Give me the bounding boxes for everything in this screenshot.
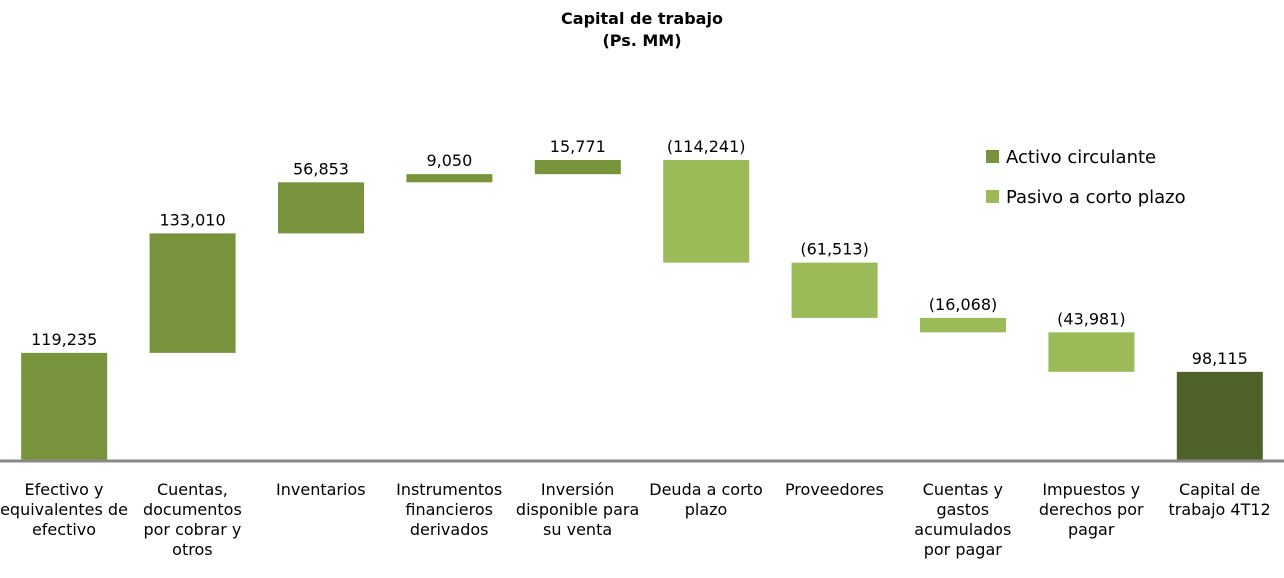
value-label: 56,853 (293, 159, 349, 178)
bar (663, 160, 750, 263)
bar (149, 233, 236, 353)
bar (1048, 332, 1135, 372)
value-label: (114,241) (667, 137, 746, 156)
legend-swatch (986, 190, 999, 203)
value-label: (43,981) (1057, 309, 1125, 328)
x-tick-label: Inversión disponible para su venta (515, 480, 640, 539)
value-label: (16,068) (929, 295, 997, 314)
chart-subtitle: (Ps. MM) (602, 31, 681, 50)
value-label: 9,050 (426, 151, 472, 170)
x-tick-label: Inventarios (276, 480, 366, 499)
value-label: (61,513) (800, 240, 868, 259)
bar (278, 182, 364, 234)
x-tick-label: Capital de trabajo 4T12 (1168, 480, 1271, 519)
x-tick-label: Proveedores (784, 480, 884, 499)
x-tick-label: Efectivo y equivalentes de efectivo (0, 480, 128, 539)
bar (406, 174, 493, 183)
chart-title: Capital de trabajo (561, 9, 723, 28)
x-tick-label: Instrumentos financieros derivados (396, 480, 503, 539)
x-tick-label: Deuda a corto plazo (649, 480, 763, 519)
value-label: 133,010 (160, 210, 226, 229)
bar (21, 352, 108, 460)
x-tick-label: Impuestos y derechos por pagar (1038, 480, 1144, 539)
x-tick-label: Cuentas, documentos por cobrar y otros (142, 480, 242, 559)
x-tick-label: Cuentas y gastos acumulados por pagar (914, 480, 1012, 559)
legend-swatch (986, 150, 999, 163)
value-label: 98,115 (1192, 349, 1248, 368)
bar (920, 317, 1006, 333)
value-label: 119,235 (31, 330, 97, 349)
value-label: 15,771 (550, 137, 606, 156)
bar (1176, 371, 1263, 460)
legend-label: Activo circulante (1006, 147, 1156, 168)
bar (534, 160, 621, 175)
legend-label: Pasivo a corto plazo (1006, 187, 1186, 208)
bar (791, 262, 878, 318)
